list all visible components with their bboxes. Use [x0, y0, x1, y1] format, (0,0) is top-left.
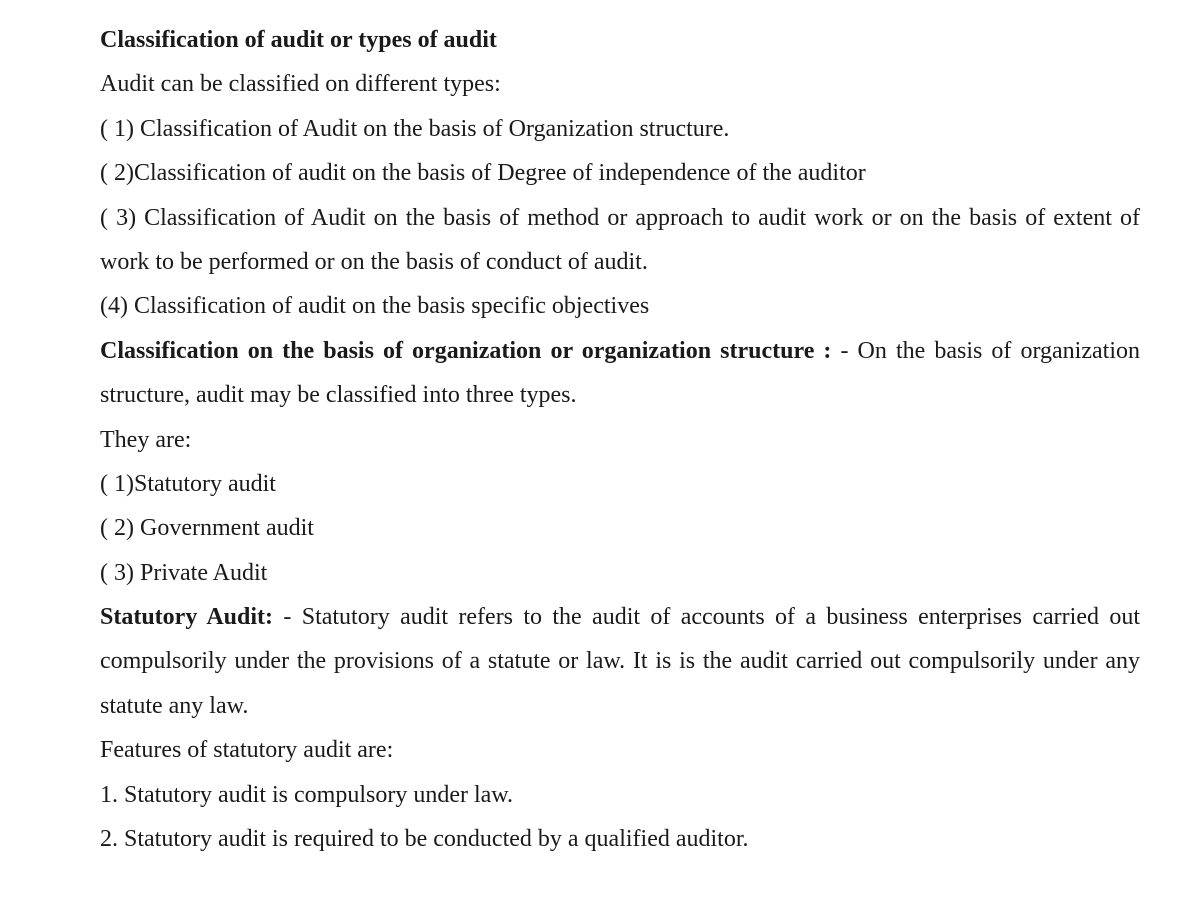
- org-structure-heading: Classification on the basis of organizat…: [100, 329, 1140, 418]
- they-are-label: They are:: [100, 418, 1140, 462]
- feature-1: 1. Statutory audit is compulsory under l…: [100, 773, 1140, 817]
- classification-4: (4) Classification of audit on the basis…: [100, 284, 1140, 328]
- statutory-heading-bold: Statutory Audit:: [100, 604, 273, 630]
- features-intro: Features of statutory audit are:: [100, 728, 1140, 772]
- intro-text: Audit can be classified on different typ…: [100, 62, 1140, 106]
- classification-3: ( 3) Classification of Audit on the basi…: [100, 196, 1140, 285]
- feature-2: 2. Statutory audit is required to be con…: [100, 817, 1140, 861]
- classification-1: ( 1) Classification of Audit on the basi…: [100, 107, 1140, 151]
- org-type-1: ( 1)Statutory audit: [100, 462, 1140, 506]
- document-page: Classification of audit or types of audi…: [0, 0, 1200, 881]
- org-structure-heading-bold: Classification on the basis of organizat…: [100, 338, 831, 364]
- page-title: Classification of audit or types of audi…: [100, 18, 1140, 62]
- classification-2: ( 2)Classification of audit on the basis…: [100, 151, 1140, 195]
- org-type-2: ( 2) Government audit: [100, 506, 1140, 550]
- statutory-heading: Statutory Audit: - Statutory audit refer…: [100, 595, 1140, 728]
- org-type-3: ( 3) Private Audit: [100, 551, 1140, 595]
